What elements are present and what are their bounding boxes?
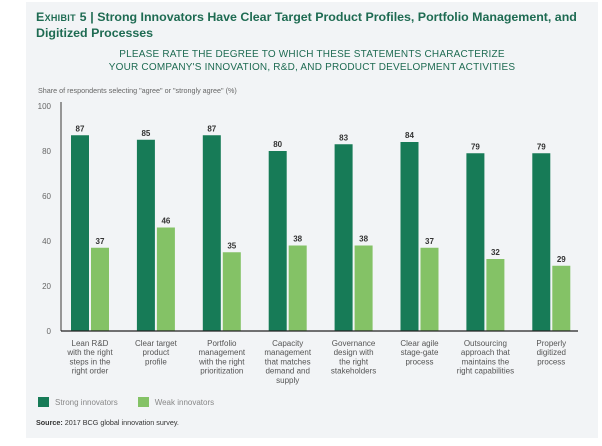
data-label: 46 <box>161 217 170 226</box>
data-label: 37 <box>425 237 434 246</box>
bar-strong-innovators <box>400 142 419 331</box>
legend-label-weak: Weak innovators <box>154 397 215 407</box>
bar-weak-innovators <box>288 245 307 331</box>
title-text: Strong Innovators Have Clear Target Prod… <box>36 10 577 40</box>
bar-weak-innovators <box>222 252 241 331</box>
legend: Strong innovators Weak innovators <box>38 397 234 407</box>
bar-strong-innovators <box>466 153 485 331</box>
data-label: 87 <box>207 124 216 133</box>
subtitle-line-2: YOUR COMPANY'S INNOVATION, R&D, AND PROD… <box>108 62 516 73</box>
bar-weak-innovators <box>552 265 571 331</box>
source-note: Source: 2017 BCG global innovation surve… <box>36 418 179 427</box>
data-label: 85 <box>141 129 150 138</box>
bar-weak-innovators <box>486 259 505 331</box>
exhibit-number: Exhibit 5 <box>36 10 87 24</box>
category-label: Portfolio management with the right priorit… <box>198 339 246 376</box>
bars: 87 37 85 46 87 35 80 38 83 38 84 37 79 32 79 29 <box>71 124 571 331</box>
category-labels: Lean R&D with the right steps in the right … <box>66 339 566 385</box>
bar-weak-innovators <box>91 247 109 331</box>
bar-weak-innovators <box>156 227 175 331</box>
data-label: 38 <box>359 235 368 244</box>
y-ticks: 0 20 40 60 80 100 <box>38 102 52 336</box>
y-axis-label: Share of respondents selecting "agree" o… <box>38 86 237 95</box>
legend-item-strong: Strong innovators <box>38 397 118 407</box>
exhibit-panel <box>26 2 598 438</box>
y-tick-label: 100 <box>38 102 52 111</box>
data-label: 79 <box>471 142 480 151</box>
source-label: Source: <box>36 418 63 427</box>
bar-strong-innovators <box>71 135 89 331</box>
data-label: 38 <box>293 235 302 244</box>
data-label: 87 <box>76 124 85 133</box>
category-label: Clear target product profile <box>135 339 178 366</box>
data-label: 83 <box>339 133 348 142</box>
data-label: 29 <box>557 255 566 264</box>
data-label: 32 <box>491 248 500 257</box>
subtitle-line-1: PLEASE RATE THE DEGREE TO WHICH THESE ST… <box>119 49 505 60</box>
category-label: Lean R&D with the right steps in the right … <box>66 339 113 376</box>
category-label: Clear agile stage-gate process <box>400 339 439 366</box>
y-tick-label: 20 <box>42 282 51 291</box>
bar-strong-innovators <box>268 151 287 331</box>
y-tick-label: 60 <box>42 192 51 201</box>
bar-strong-innovators <box>334 144 353 331</box>
data-label: 80 <box>273 140 282 149</box>
bar-strong-innovators <box>202 135 221 331</box>
y-tick-label: 40 <box>42 237 51 246</box>
data-label: 35 <box>227 241 236 250</box>
data-label: 37 <box>96 237 105 246</box>
chart-subtitle: PLEASE RATE THE DEGREE TO WHICH THESE ST… <box>26 48 598 74</box>
y-tick-label: 80 <box>42 147 51 156</box>
bar-strong-innovators <box>136 139 155 331</box>
bar-weak-innovators <box>420 247 439 331</box>
legend-swatch-strong <box>38 397 49 407</box>
y-tick-label: 0 <box>47 327 52 336</box>
category-label: Outsourcing approach that maintains the rig… <box>457 339 514 376</box>
data-label: 84 <box>405 131 414 140</box>
legend-swatch-weak <box>137 397 149 407</box>
category-label: Governance design with the right stakeholde… <box>331 339 376 376</box>
category-label: Capacity management that matches demand and… <box>264 339 311 385</box>
bar-weak-innovators <box>354 245 373 331</box>
exhibit-title: Exhibit 5 | Strong Innovators Have Clear… <box>36 9 596 41</box>
legend-label-strong: Strong innovators <box>55 397 118 407</box>
data-label: 79 <box>537 142 546 151</box>
source-text: 2017 BCG global innovation survey. <box>64 418 179 427</box>
legend-item-weak: Weak innovators <box>137 397 215 407</box>
bar-strong-innovators <box>532 153 551 331</box>
title-separator: | <box>90 10 94 24</box>
category-label: Properly digitized process <box>536 339 566 366</box>
